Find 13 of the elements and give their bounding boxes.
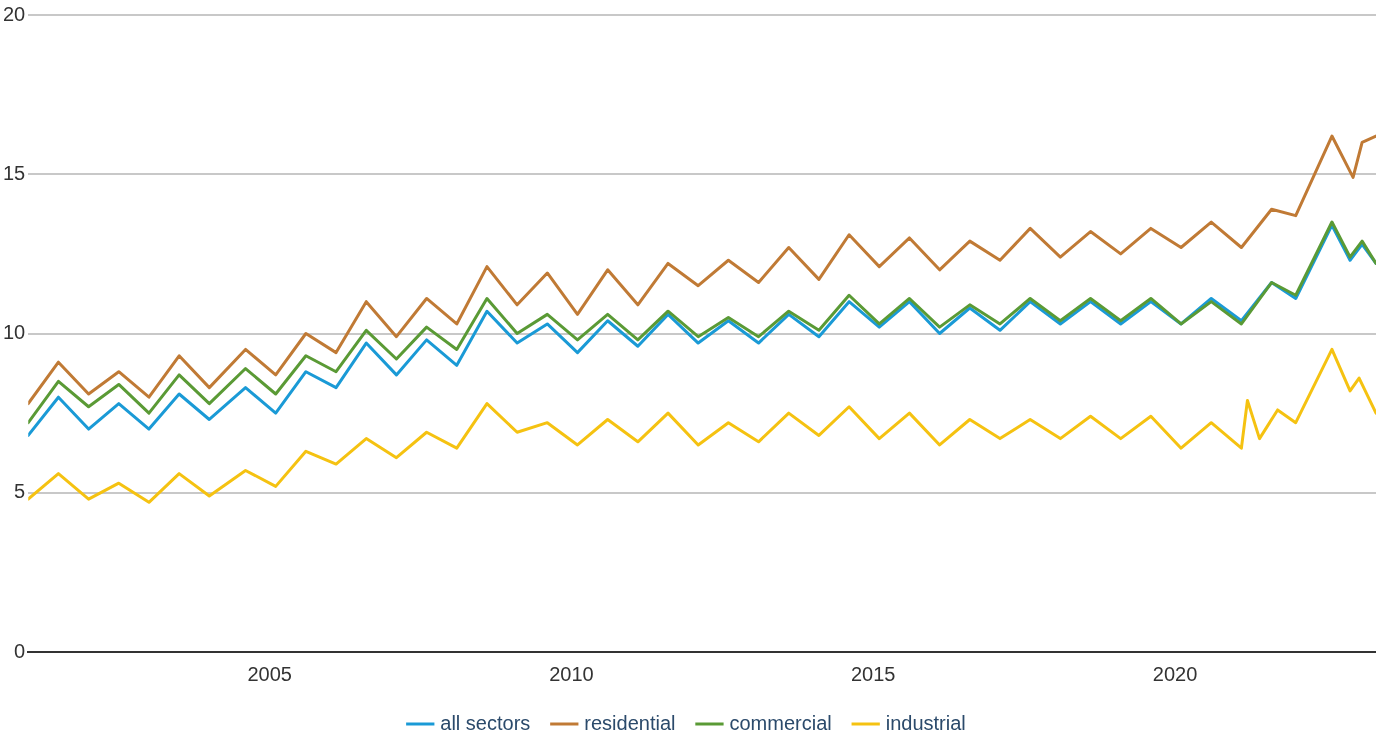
x-tick-label: 2005 <box>247 662 292 685</box>
y-tick-label: 10 <box>3 321 26 344</box>
legend-label: industrial <box>885 711 966 734</box>
legend-label: residential <box>584 711 676 734</box>
x-tick-label: 2015 <box>850 662 896 685</box>
x-tick-label: 2020 <box>1152 662 1198 685</box>
y-tick-label: 5 <box>14 480 26 503</box>
x-tick-label: 2010 <box>549 662 594 685</box>
y-tick-label: 15 <box>3 161 26 184</box>
legend-label: all sectors <box>440 711 531 734</box>
y-tick-label: 0 <box>14 639 26 662</box>
legend-label: commercial <box>729 711 832 734</box>
y-tick-label: 20 <box>3 2 26 25</box>
